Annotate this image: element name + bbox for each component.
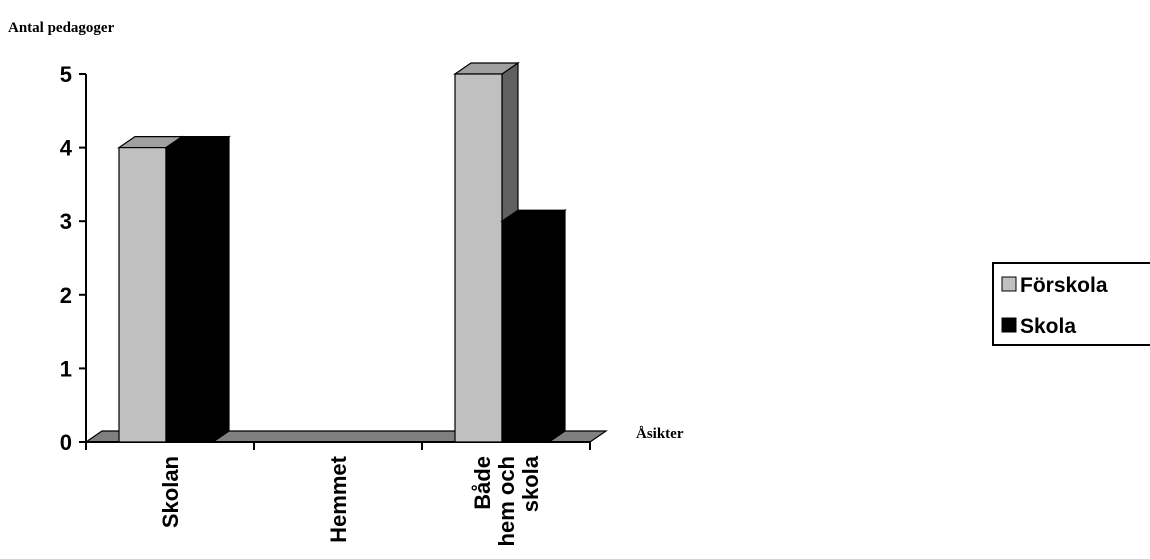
bar-side-face: [548, 209, 566, 444]
legend: Förskola Skola: [992, 262, 1150, 346]
bar-front-face: [454, 73, 503, 443]
x-tick-label-line: hem och: [494, 456, 519, 546]
y-tick-label: 0: [60, 430, 72, 455]
legend-swatch-skola: [1001, 317, 1017, 333]
bar-side-face: [212, 135, 230, 444]
y-axis-title: Antal pedagoger: [8, 20, 115, 36]
bar-front-face: [165, 147, 214, 443]
x-tick-label: Hemmet: [326, 455, 351, 542]
x-tick-label-line: Både: [470, 456, 495, 510]
x-tick-label-line: Hemmet: [326, 455, 351, 542]
y-tick-label: 4: [60, 136, 73, 161]
bars: [117, 61, 567, 444]
y-tick-label: 1: [60, 356, 72, 381]
x-tick-label: Skolan: [158, 456, 183, 528]
bar-skola-2: [500, 209, 567, 444]
bar-front-face: [501, 220, 550, 443]
legend-box: [992, 262, 1150, 346]
x-tick-label: Både hem och skola: [470, 455, 543, 546]
y-tick-label: 5: [60, 62, 72, 87]
x-axis-title: Åsikter: [636, 426, 684, 442]
labels: Antal pedagoger Åsikter Skolan Hemmet Både…: [8, 20, 684, 546]
bar-skola-0: [164, 135, 231, 444]
y-tick-label: 2: [60, 283, 72, 308]
bar-front-face: [118, 147, 167, 443]
legend-label-forskola: Förskola: [1020, 274, 1108, 297]
y-tick-label: 3: [60, 209, 72, 234]
x-tick-label-line: skola: [518, 455, 543, 512]
x-tick-label-line: Skolan: [158, 456, 183, 528]
legend-label-skola: Skola: [1020, 315, 1076, 338]
legend-swatch-forskola: [1001, 276, 1017, 292]
